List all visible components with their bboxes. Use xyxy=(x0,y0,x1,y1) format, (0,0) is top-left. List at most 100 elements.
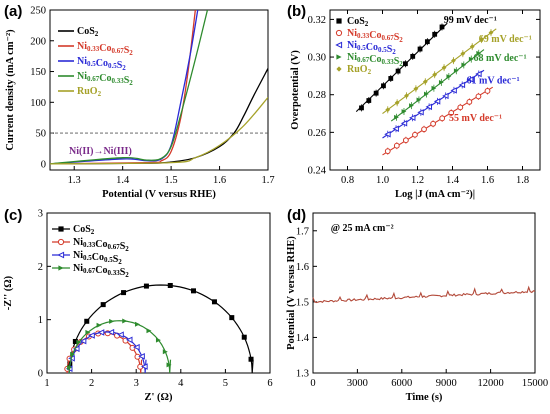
legend-marker xyxy=(336,66,342,72)
x-tick-label: 12000 xyxy=(477,378,503,389)
data-point xyxy=(438,79,444,85)
fit-line-Ni033 xyxy=(382,86,494,156)
data-point xyxy=(468,56,474,62)
panel-d: (d) 0 3000 6000 9000 12000 15000 1.3 1.4 1.5 1.6 1.… xyxy=(286,207,548,403)
legend-entry: Ni0.33Co0.67S2 xyxy=(77,41,133,57)
data-point xyxy=(394,114,399,120)
data-point xyxy=(461,62,467,68)
fit-line-Ni05 xyxy=(382,69,485,139)
data-point xyxy=(425,103,433,111)
panel-label-c: (c) xyxy=(4,207,22,224)
legend-entry: Ni0.5Co0.5S2 xyxy=(347,40,396,56)
data-point xyxy=(129,344,136,351)
data-point xyxy=(450,87,457,94)
x-tick-label: 4 xyxy=(178,378,184,389)
x-tick-label: 1 xyxy=(44,378,49,389)
data-point xyxy=(409,103,414,109)
nyquist-line-CoS2 xyxy=(68,284,254,374)
y-tick-label: 50 xyxy=(36,129,47,140)
tafel-label: 55 mV dec⁻¹ xyxy=(449,113,502,124)
data-point xyxy=(155,337,161,343)
data-point xyxy=(72,345,80,353)
y-tick-label: 0 xyxy=(41,159,46,170)
x-tick-label: 1.5 xyxy=(165,175,178,186)
y-tick-label: 3 xyxy=(38,209,43,220)
data-point xyxy=(72,338,78,344)
data-point xyxy=(422,79,428,85)
data-point xyxy=(76,339,82,345)
x-tick-label: 1.6 xyxy=(481,175,494,186)
data-point xyxy=(241,334,247,340)
data-point xyxy=(190,288,196,294)
tafel-label: 69 mV dec⁻¹ xyxy=(479,34,532,45)
fit-line-RuO2 xyxy=(382,28,497,114)
y-tick-label: 1 xyxy=(38,315,43,326)
y-tick-label: 2 xyxy=(38,262,43,273)
y-tick-label: 0.30 xyxy=(308,53,326,64)
y-tick-label: 200 xyxy=(30,36,46,47)
panel-a: (a) 1.3 1.4 1.5 1.6 1.7 0 50 100 150 200 250 Potenti… xyxy=(4,3,275,200)
data-point xyxy=(479,37,485,43)
data-point xyxy=(70,351,76,357)
data-point xyxy=(433,98,441,105)
x-tick-label: 1.4 xyxy=(116,175,130,186)
x-tick-label: 0 xyxy=(310,378,315,389)
data-point xyxy=(409,114,416,122)
x-tick-label: 6 xyxy=(267,378,272,389)
data-point xyxy=(424,39,430,45)
data-point xyxy=(384,131,391,138)
data-point xyxy=(466,76,474,83)
data-point xyxy=(413,86,419,92)
x-tick-label: 3000 xyxy=(347,378,368,389)
plot-frame xyxy=(329,9,541,171)
data-point xyxy=(403,61,408,67)
data-point xyxy=(109,318,115,324)
nyquist-line-Ni067 xyxy=(68,320,172,374)
data-point xyxy=(400,120,408,127)
data-point xyxy=(117,331,124,338)
x-tick-label: 5 xyxy=(223,378,228,389)
x-axis-label: Log |J (mA cm⁻²)| xyxy=(395,189,475,200)
data-point xyxy=(167,282,173,288)
legend-marker xyxy=(57,251,65,259)
data-point xyxy=(366,98,372,103)
data-point xyxy=(475,93,482,100)
y-tick-label: 150 xyxy=(30,67,46,78)
data-point xyxy=(460,51,466,57)
legend-marker xyxy=(58,265,64,271)
x-tick-label: 6000 xyxy=(391,378,412,389)
data-point xyxy=(458,81,466,89)
y-tick-label: 1.3 xyxy=(296,369,309,380)
y-tick-label: 0.32 xyxy=(308,15,326,26)
data-point xyxy=(417,46,423,52)
data-point xyxy=(466,98,473,105)
data-point xyxy=(100,302,106,308)
fit-line-CoS2 xyxy=(355,22,448,113)
data-point xyxy=(85,329,91,335)
data-point xyxy=(432,72,438,78)
legend-entry: Ni0.5Co0.5S2 xyxy=(77,56,126,72)
tafel-label: 61 mV dec⁻¹ xyxy=(467,75,520,86)
series-group xyxy=(50,10,268,165)
y-tick-label: 1.6 xyxy=(296,262,309,273)
y-tick-label: 1.5 xyxy=(296,297,309,308)
legend-entry: CoS2 xyxy=(73,224,95,236)
y-axis-label: Potential (V versus RHE) xyxy=(286,236,297,350)
nyquist-line-Ni05 xyxy=(68,331,147,374)
data-point xyxy=(166,362,172,368)
legend-entry: Ni0.67Co0.33S2 xyxy=(77,71,133,87)
annotation-current: @ 25 mA cm⁻² xyxy=(331,223,394,234)
data-point xyxy=(416,97,422,103)
data-point xyxy=(417,109,424,116)
data-point xyxy=(393,142,400,149)
data-point xyxy=(67,365,73,371)
legend-marker xyxy=(336,18,342,24)
data-point xyxy=(430,120,436,127)
data-point xyxy=(143,283,149,289)
x-axis-label: Potential (V versus RHE) xyxy=(102,189,216,200)
data-point xyxy=(395,68,401,74)
data-point xyxy=(385,107,391,113)
data-point xyxy=(388,76,394,81)
x-tick-label: 1.4 xyxy=(446,175,460,186)
